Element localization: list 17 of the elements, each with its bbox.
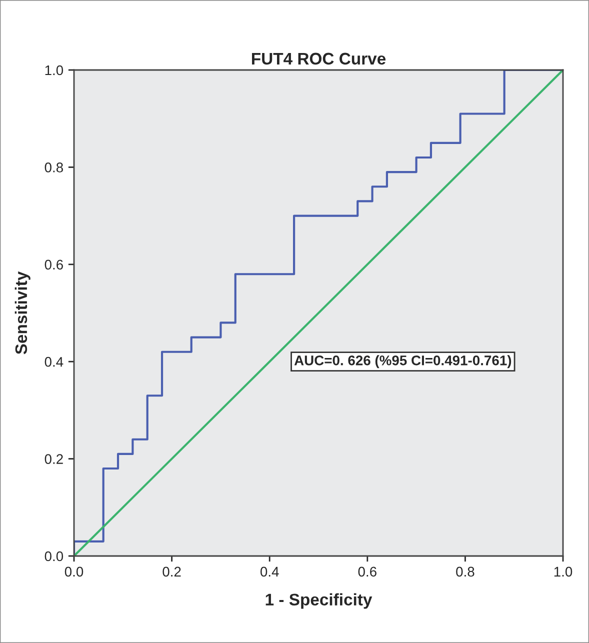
y-tick-label: 0.8 xyxy=(44,162,63,172)
chart-title: FUT4 ROC Curve xyxy=(252,52,386,65)
x-axis-title: 1 - Specificity xyxy=(266,593,372,609)
y-axis-title: Sensitivity xyxy=(14,271,30,354)
y-tick-label: 0.0 xyxy=(44,551,64,562)
x-tick-label: 0.2 xyxy=(162,566,181,577)
x-tick-label: 0.8 xyxy=(456,566,474,577)
line-series xyxy=(74,70,563,556)
annotation: AUC=0. 626 (%95 CI=0.491-0.761) xyxy=(294,355,512,368)
y-tick-label: 0.6 xyxy=(44,260,63,270)
x-tick-label: 1.0 xyxy=(554,566,572,577)
y-tick-label: 0.4 xyxy=(44,356,64,367)
x-tick-label: 0.6 xyxy=(358,566,376,577)
x-tick-label: 0.4 xyxy=(260,566,279,577)
y-tick-label: 0.2 xyxy=(44,454,63,464)
y-tick-label: 1.0 xyxy=(45,65,64,76)
x-tick-label: 0.0 xyxy=(64,566,84,577)
